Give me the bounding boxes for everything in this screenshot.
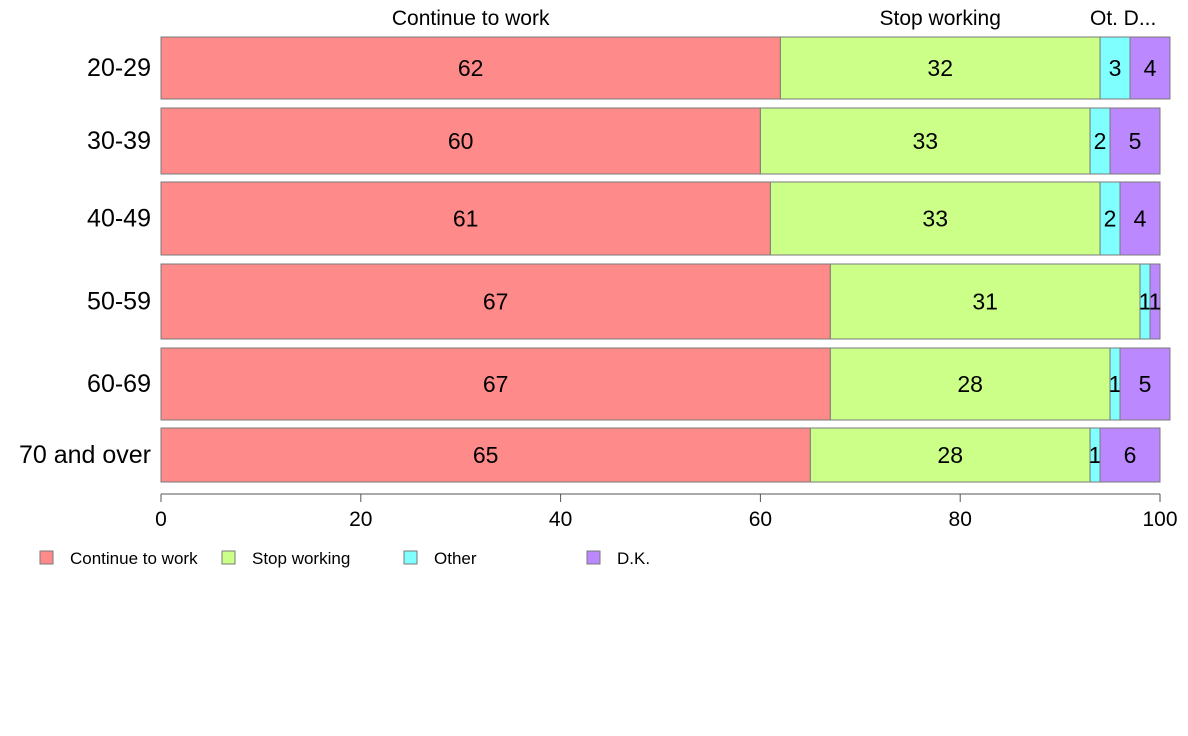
- legend: Continue to work Stop working Other D.K.: [39, 549, 650, 568]
- data-label-40-49-other: 2: [1104, 206, 1117, 232]
- y-tick-label-70-and-over: 70 and over: [19, 441, 151, 469]
- bar-30-39-stop-working: [759, 107, 1091, 175]
- bar-70-and-over-continue-to-work: [160, 427, 811, 483]
- x-tick-label-60: 60: [749, 508, 772, 531]
- legend-label-stop-working: Stop working: [252, 549, 350, 568]
- y-tick-label-40-49: 40-49: [87, 205, 151, 233]
- data-label-30-39-other: 2: [1094, 128, 1107, 154]
- legend-item-continue-to-work: Continue to work: [39, 549, 198, 568]
- bar-20-29-stop-working: [779, 36, 1101, 100]
- top-label-d: D...: [1124, 7, 1157, 30]
- legend-item-stop-working: Stop working: [221, 549, 350, 568]
- data-label-50-59-other: 1: [1139, 289, 1152, 315]
- x-tick-label-20: 20: [349, 508, 372, 531]
- bar-70-and-over-stop-working: [809, 427, 1091, 483]
- top-label-continue-to-work: Continue to work: [392, 7, 550, 30]
- data-label-30-39-d-k: 5: [1129, 128, 1142, 154]
- bar-40-49-stop-working: [769, 181, 1101, 256]
- x-axis: 0 20 40 60 80 100: [155, 493, 1178, 531]
- data-label-60-69-continue-to-work: 67: [483, 371, 509, 397]
- legend-label-continue-to-work: Continue to work: [70, 549, 198, 568]
- x-tick-label-80: 80: [949, 508, 972, 531]
- data-label-60-69-other: 1: [1109, 371, 1122, 397]
- legend-label-other: Other: [434, 549, 477, 568]
- bar-20-29-continue-to-work: [160, 36, 781, 100]
- legend-swatch-stop-working: [221, 550, 236, 565]
- x-tick-label-0: 0: [155, 508, 167, 531]
- data-label-50-59-continue-to-work: 67: [483, 289, 509, 315]
- bar-20-29-other: [1099, 36, 1131, 100]
- top-column-labels: Continue to work Stop working Ot. D...: [392, 7, 1156, 30]
- x-tick-label-40: 40: [549, 508, 572, 531]
- data-label-70-and-over-other: 1: [1089, 442, 1102, 468]
- legend-item-d-k: D.K.: [586, 549, 650, 568]
- data-label-40-49-stop-working: 33: [922, 206, 948, 232]
- data-label-20-29-other: 3: [1109, 55, 1122, 81]
- bar-40-49-d-k: [1119, 181, 1161, 256]
- data-label-40-49-d-k: 4: [1134, 206, 1147, 232]
- legend-swatch-continue-to-work: [39, 550, 54, 565]
- data-label-50-59-d-k: 1: [1149, 289, 1162, 315]
- bar-50-59-d-k: [1149, 263, 1161, 340]
- y-axis-labels: 20-29 30-39 40-49 50-59 60-69 70 and over: [19, 54, 151, 469]
- bar-60-69-d-k: [1119, 347, 1171, 421]
- y-tick-label-30-39: 30-39: [87, 127, 151, 155]
- data-label-70-and-over-continue-to-work: 65: [473, 442, 499, 468]
- data-label-20-29-continue-to-work: 62: [458, 55, 484, 81]
- bar-30-39-d-k: [1109, 107, 1161, 175]
- data-label-50-59-stop-working: 31: [972, 289, 998, 315]
- bar-50-59-stop-working: [829, 263, 1141, 340]
- bar-30-39-continue-to-work: [160, 107, 761, 175]
- top-label-ot: Ot.: [1090, 7, 1118, 30]
- legend-item-other: Other: [403, 549, 477, 568]
- data-label-70-and-over-d-k: 6: [1124, 442, 1137, 468]
- bar-60-69-stop-working: [829, 347, 1111, 421]
- legend-swatch-other: [403, 550, 418, 565]
- data-label-40-49-continue-to-work: 61: [453, 206, 479, 232]
- y-tick-label-50-59: 50-59: [87, 288, 151, 316]
- data-label-30-39-stop-working: 33: [912, 128, 938, 154]
- legend-swatch-d-k: [586, 550, 601, 565]
- bar-60-69-continue-to-work: [160, 347, 831, 421]
- data-label-20-29-d-k: 4: [1144, 55, 1157, 81]
- data-label-60-69-d-k: 5: [1139, 371, 1152, 397]
- bar-40-49-continue-to-work: [160, 181, 771, 256]
- bar-70-and-over-d-k: [1099, 427, 1161, 483]
- data-label-60-69-stop-working: 28: [957, 371, 983, 397]
- data-label-20-29-stop-working: 32: [927, 55, 953, 81]
- top-label-stop-working: Stop working: [880, 7, 1001, 30]
- y-tick-label-60-69: 60-69: [87, 370, 151, 398]
- data-label-70-and-over-stop-working: 28: [937, 442, 963, 468]
- bar-20-29-d-k: [1129, 36, 1171, 100]
- legend-label-d-k: D.K.: [617, 549, 650, 568]
- x-tick-label-100: 100: [1142, 508, 1177, 531]
- bar-50-59-continue-to-work: [160, 263, 831, 340]
- data-label-30-39-continue-to-work: 60: [448, 128, 474, 154]
- y-tick-label-20-29: 20-29: [87, 54, 151, 82]
